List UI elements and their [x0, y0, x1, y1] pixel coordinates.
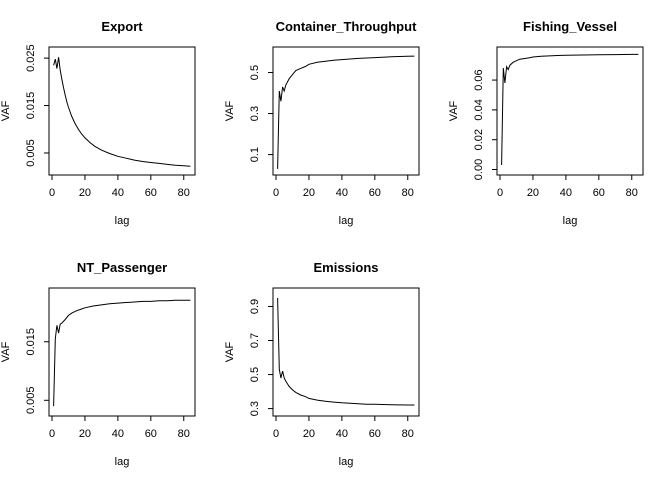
- y-tick-label: 0.5: [249, 367, 261, 382]
- x-tick-label: 80: [402, 187, 414, 199]
- x-tick-label: 20: [303, 187, 315, 199]
- plot-frame: [48, 46, 196, 176]
- y-tick-label: 0.04: [473, 99, 485, 120]
- x-tick-label: 20: [79, 187, 91, 199]
- y-tick-label: 0.00: [473, 159, 485, 180]
- panel-3: Fishing_Vessel 0 20 40 60 80 lag 0.00 0.02 0.04 0.…: [448, 19, 644, 227]
- y-tick-label: 0.02: [473, 129, 485, 150]
- y-tick-label: 0.005: [25, 139, 37, 167]
- x-tick-label: 60: [369, 187, 381, 199]
- x-tick-label: 60: [369, 428, 381, 440]
- x-tick-label: 0: [497, 187, 503, 199]
- chart-title: Export: [101, 19, 143, 34]
- x-axis-label: lag: [115, 456, 130, 468]
- x-tick-label: 80: [178, 428, 190, 440]
- series-line: [501, 53, 639, 166]
- plot-frame: [496, 46, 644, 176]
- y-axis-label: VAF: [0, 100, 12, 121]
- y-tick-label: 0.015: [25, 328, 37, 356]
- chart-title: Emissions: [313, 260, 378, 275]
- y-tick-label: 0.015: [25, 92, 37, 120]
- x-tick-label: 20: [303, 428, 315, 440]
- y-tick-label: 0.06: [473, 69, 485, 90]
- series-line: [53, 57, 191, 167]
- series-line: [277, 297, 415, 406]
- x-tick-label: 40: [560, 187, 572, 199]
- panel-2: Container_Throughput 0 20 40 60 80 lag 0.1 0.3 0.…: [224, 19, 420, 227]
- y-tick-label: 0.5: [249, 65, 261, 80]
- panel-4: NT_Passenger 0 20 40 60 80 lag 0.005 0.015 VAF: [0, 260, 196, 468]
- chart-title: Fishing_Vessel: [523, 19, 617, 34]
- x-tick-label: 40: [336, 428, 348, 440]
- x-tick-label: 60: [593, 187, 605, 199]
- plot-frame: [272, 46, 420, 176]
- y-axis-label: VAF: [224, 100, 236, 121]
- chart-title: NT_Passenger: [77, 260, 167, 275]
- series-line: [277, 55, 415, 169]
- panel-1: Export 0 20 40 60 80 lag 0.005 0.015 0.025 VAF: [0, 19, 196, 227]
- x-tick-label: 40: [336, 187, 348, 199]
- chart-title: Container_Throughput: [276, 19, 417, 34]
- x-tick-label: 0: [49, 187, 55, 199]
- x-tick-label: 0: [49, 428, 55, 440]
- x-tick-label: 80: [402, 428, 414, 440]
- x-tick-label: 80: [626, 187, 638, 199]
- x-tick-label: 40: [112, 187, 124, 199]
- x-tick-label: 20: [527, 187, 539, 199]
- x-tick-label: 20: [79, 428, 91, 440]
- x-tick-label: 0: [273, 187, 279, 199]
- x-tick-label: 40: [112, 428, 124, 440]
- x-tick-label: 0: [273, 428, 279, 440]
- y-tick-label: 0.9: [249, 299, 261, 314]
- x-tick-label: 60: [145, 428, 157, 440]
- y-axis-label: VAF: [448, 100, 460, 121]
- x-tick-label: 80: [178, 187, 190, 199]
- y-axis-label: VAF: [0, 341, 12, 362]
- x-axis-label: lag: [339, 215, 354, 227]
- y-tick-label: 0.3: [249, 401, 261, 416]
- series-line: [53, 299, 191, 407]
- x-tick-label: 60: [145, 187, 157, 199]
- plot-frame: [272, 287, 420, 417]
- y-tick-label: 0.3: [249, 106, 261, 121]
- plot-frame: [48, 287, 196, 417]
- y-tick-label: 0.025: [25, 44, 37, 72]
- x-axis-label: lag: [339, 456, 354, 468]
- y-axis-label: VAF: [224, 341, 236, 362]
- x-axis-label: lag: [563, 215, 578, 227]
- y-tick-label: 0.005: [25, 387, 37, 415]
- x-axis-label: lag: [115, 215, 130, 227]
- panel-5: Emissions 0 20 40 60 80 lag 0.3 0.5 0.7 0.9 VAF: [224, 260, 420, 468]
- y-tick-label: 0.1: [249, 147, 261, 162]
- y-tick-label: 0.7: [249, 333, 261, 348]
